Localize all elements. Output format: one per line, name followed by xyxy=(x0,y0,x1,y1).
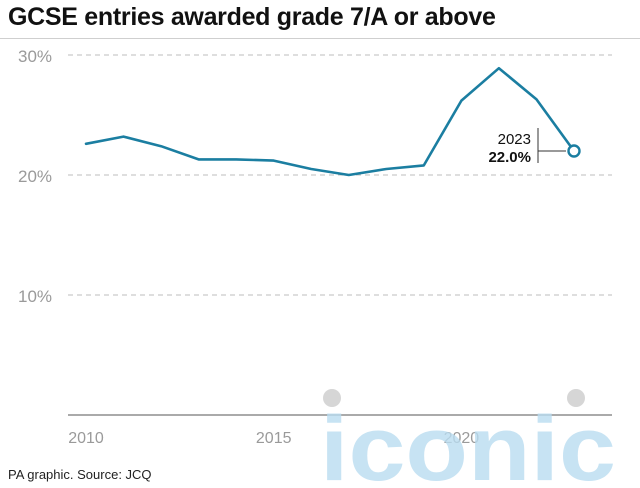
gridlines xyxy=(68,54,612,296)
x-tick-label: 2015 xyxy=(256,430,292,447)
series-line-0 xyxy=(84,66,576,177)
chart-title: GCSE entries awarded grade 7/A or above xyxy=(8,3,496,31)
x-tick-label: 2020 xyxy=(444,430,480,447)
watermark-dot-right xyxy=(567,389,585,407)
watermark-dot-left xyxy=(323,389,341,407)
watermark-logo: iconic xyxy=(320,389,616,486)
endpoint-marker xyxy=(567,144,581,158)
annotation-value: 22.0% xyxy=(488,149,531,166)
y-tick-label: 30% xyxy=(18,47,52,66)
title-divider xyxy=(0,38,640,39)
y-axis-ticks: 10% 20% 30% xyxy=(18,47,52,306)
x-axis-ticks: 2010 2015 2020 xyxy=(68,430,479,447)
annotation-year: 2023 xyxy=(498,131,531,148)
y-tick-label: 20% xyxy=(18,167,52,186)
series xyxy=(84,66,581,177)
watermark-text: iconic xyxy=(320,398,616,486)
x-tick-label: 2010 xyxy=(68,430,104,447)
source-note: PA graphic. Source: JCQ xyxy=(8,467,152,482)
y-tick-label: 10% xyxy=(18,287,52,306)
